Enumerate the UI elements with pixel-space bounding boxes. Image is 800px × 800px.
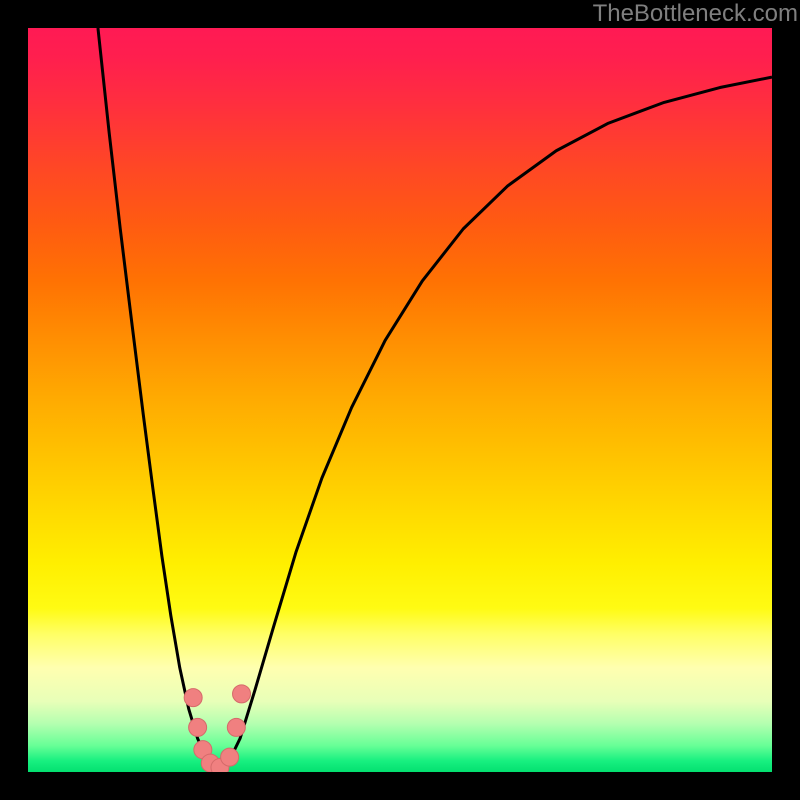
marker-point (227, 718, 245, 736)
plot-area (28, 28, 772, 772)
watermark-text: TheBottleneck.com (593, 0, 798, 28)
marker-point (184, 689, 202, 707)
marker-point (189, 718, 207, 736)
marker-point (221, 748, 239, 766)
gradient-background (28, 28, 772, 772)
plot-svg (28, 28, 772, 772)
marker-point (233, 685, 251, 703)
